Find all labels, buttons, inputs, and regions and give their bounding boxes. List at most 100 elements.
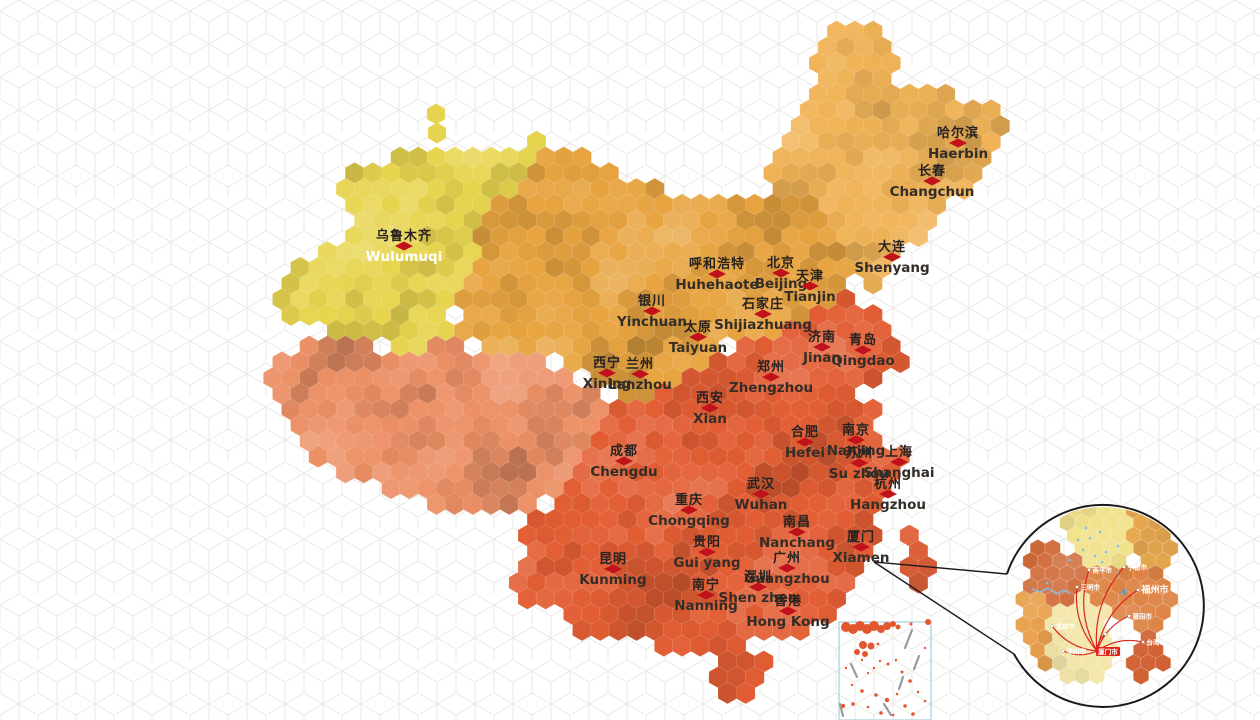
sea-inset-border <box>838 621 932 720</box>
city-marker-icon[interactable] <box>949 138 967 148</box>
city-marker-icon[interactable] <box>749 582 767 592</box>
city-shijiazhuang[interactable]: 石家庄 Shijiazhuang <box>714 296 812 333</box>
inset-city[interactable]: 南平市 <box>1087 566 1113 575</box>
city-marker-icon[interactable] <box>778 563 796 573</box>
inset-city[interactable]: 福州市 <box>1136 584 1169 596</box>
city-kunming[interactable]: 昆明 Kunming <box>579 551 646 588</box>
city-marker-icon[interactable] <box>779 606 797 616</box>
inset-city[interactable]: 台湾 <box>1141 638 1161 647</box>
city-shen-zhen[interactable]: 深圳 Shen zhen <box>718 569 797 606</box>
city-lanzhou[interactable]: 兰州 Lanzhou <box>608 356 672 393</box>
city-marker-icon[interactable] <box>813 342 831 352</box>
region-southeast-red[interactable] <box>508 287 911 658</box>
city-marker-icon[interactable] <box>850 458 868 468</box>
city-wuhan[interactable]: 武汉 Wuhan <box>735 476 788 513</box>
city-shanghai[interactable]: 上海 Shanghai <box>863 444 934 481</box>
city-marker-icon[interactable] <box>854 345 872 355</box>
city-marker-icon[interactable] <box>615 456 633 466</box>
city-zhengzhou[interactable]: 郑州 Zhengzhou <box>729 359 813 396</box>
city-tianjin[interactable]: 天津 Tianjin <box>784 268 835 305</box>
city-name-en: Zhengzhou <box>729 380 813 396</box>
city-marker-icon[interactable] <box>923 176 941 186</box>
inset-hub-xiamen[interactable]: 厦门市 <box>1095 647 1120 656</box>
city-xian[interactable]: 西安 Xian <box>693 390 727 427</box>
city-marker-icon[interactable] <box>890 457 908 467</box>
city-haerbin[interactable]: 哈尔滨 Haerbin <box>928 125 988 162</box>
city-guangzhou[interactable]: 广州 Guangzhou <box>744 550 829 587</box>
city-beijing[interactable]: 北京 Beijing <box>755 255 808 292</box>
sea-island-dot <box>876 642 880 646</box>
map-hex-tile <box>790 618 810 642</box>
city-xining[interactable]: 西宁 Xining <box>583 355 632 392</box>
city-chengdu[interactable]: 成都 Chengdu <box>590 443 657 480</box>
city-huhehaote[interactable]: 呼和浩特 Huhehaote <box>675 256 758 293</box>
city-marker-icon[interactable] <box>701 403 719 413</box>
inset-city[interactable]: 三明市 <box>1075 583 1101 592</box>
inset-city[interactable]: 莆田市 <box>1127 612 1153 621</box>
city-marker-icon[interactable] <box>754 309 772 319</box>
city-taiyuan[interactable]: 太原 Taiyuan <box>669 319 727 356</box>
region-xinjiang-yellow[interactable] <box>272 130 547 358</box>
region-north-amber[interactable] <box>453 146 856 406</box>
region-taiwan[interactable] <box>899 524 938 595</box>
city-marker-icon[interactable] <box>598 368 616 378</box>
city-wulumuqi[interactable]: 乌鲁木齐 Wulumuqi <box>366 228 443 265</box>
city-qingdao[interactable]: 青岛 Qingdao <box>831 332 894 369</box>
region-fujian-northeast-orange[interactable] <box>1125 501 1179 571</box>
city-marker-icon[interactable] <box>689 332 707 342</box>
inset-city[interactable]: 宁德市 <box>1122 563 1148 572</box>
city-marker-icon[interactable] <box>752 489 770 499</box>
city-hefei[interactable]: 合肥 Hefei <box>785 424 825 461</box>
city-marker-icon[interactable] <box>643 306 661 316</box>
city-yinchuan[interactable]: 银川 Yinchuan <box>616 293 687 330</box>
city-nanjing[interactable]: 南京 Nanjing <box>827 422 886 459</box>
city-marker-icon[interactable] <box>796 437 814 447</box>
region-west-salmon[interactable] <box>263 335 610 516</box>
city-name-en: Changchun <box>890 184 975 200</box>
city-name-en: Haerbin <box>928 146 988 162</box>
city-marker-icon[interactable] <box>772 268 790 278</box>
city-name-en: Gui yang <box>673 555 740 571</box>
map-hex-tile <box>817 602 838 626</box>
region-hainan[interactable] <box>708 650 774 705</box>
city-hangzhou[interactable]: 杭州 Hangzhou <box>850 476 926 513</box>
city-marker-icon[interactable] <box>604 564 622 574</box>
city-marker-icon[interactable] <box>631 369 649 379</box>
region-fujian-north-pale[interactable] <box>1059 501 1135 571</box>
city-changchun[interactable]: 长春 Changchun <box>890 163 975 200</box>
city-marker-icon[interactable] <box>762 372 780 382</box>
city-marker-icon[interactable] <box>879 489 897 499</box>
city-marker-icon[interactable] <box>697 590 715 600</box>
sea-island-dot <box>886 662 890 666</box>
city-nanchang[interactable]: 南昌 Nanchang <box>759 514 835 551</box>
city-marker-icon[interactable] <box>852 542 870 552</box>
city-marker-icon[interactable] <box>680 505 698 515</box>
city-marker-icon[interactable] <box>698 547 716 557</box>
city-name-en: Xining <box>583 376 632 392</box>
inset-city[interactable]: 泉州市 <box>1103 630 1129 639</box>
city-hong-kong[interactable]: 香港 Hong Kong <box>746 593 829 630</box>
city-gui-yang[interactable]: 贵阳 Gui yang <box>673 534 740 571</box>
city-marker-icon[interactable] <box>801 281 819 291</box>
city-marker-icon[interactable] <box>788 527 806 537</box>
region-fujian-west-rust[interactable] <box>1022 538 1091 609</box>
city-marker-icon[interactable] <box>395 241 413 251</box>
inset-city-dot <box>1122 565 1126 569</box>
sea-island-dot <box>860 658 864 662</box>
city-marker-icon[interactable] <box>883 252 901 262</box>
city-jinan[interactable]: 济南 Jinan <box>802 329 841 366</box>
city-xiamen[interactable]: 厦门 Xiamen <box>833 529 890 566</box>
city-chongqing[interactable]: 重庆 Chongqing <box>648 492 730 529</box>
city-nanning[interactable]: 南宁 Nanning <box>674 577 738 614</box>
sea-island-dot <box>872 666 876 670</box>
inset-city[interactable]: 漳州市 <box>1061 647 1087 656</box>
inset-city[interactable]: 龙岩市 <box>1050 622 1076 631</box>
city-marker-icon[interactable] <box>708 269 726 279</box>
city-shenyang[interactable]: 大连 Shenyang <box>854 239 929 276</box>
city-su-zhou[interactable]: 苏州 Su zhou <box>829 445 889 482</box>
city-name-zh: 郑州 <box>757 359 785 375</box>
region-northeast-golden[interactable] <box>763 20 1011 295</box>
city-marker-icon[interactable] <box>847 435 865 445</box>
city-name-en: Beijing <box>755 276 808 292</box>
sea-coast-blob <box>867 642 875 650</box>
